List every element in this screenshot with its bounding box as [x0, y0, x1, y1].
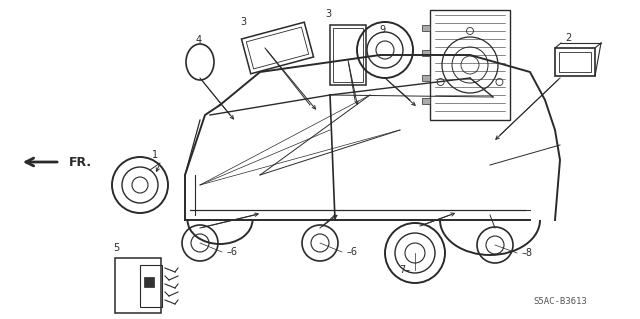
- Bar: [422, 75, 430, 81]
- Text: –8: –8: [522, 248, 533, 258]
- Bar: [333, 28, 363, 82]
- Text: 4: 4: [196, 35, 202, 45]
- Bar: [246, 27, 308, 69]
- Bar: [422, 25, 430, 31]
- Bar: [430, 10, 510, 120]
- Bar: [144, 277, 154, 287]
- Bar: [140, 265, 162, 307]
- Text: –6: –6: [347, 247, 358, 257]
- Text: 5: 5: [113, 243, 119, 253]
- Bar: [330, 25, 366, 85]
- Text: 2: 2: [565, 33, 571, 43]
- Text: –6: –6: [227, 247, 238, 257]
- Text: 3: 3: [325, 9, 331, 19]
- Bar: [115, 258, 161, 313]
- Text: 3: 3: [240, 17, 246, 27]
- Bar: [422, 98, 430, 104]
- Bar: [559, 52, 591, 72]
- Text: S5AC-B3613: S5AC-B3613: [533, 298, 587, 307]
- Text: 7–: 7–: [399, 265, 410, 275]
- Text: 9: 9: [379, 25, 385, 35]
- Text: 1: 1: [152, 150, 158, 160]
- Bar: [422, 50, 430, 56]
- Bar: [241, 22, 314, 74]
- Text: FR.: FR.: [69, 155, 92, 168]
- Bar: [555, 48, 595, 76]
